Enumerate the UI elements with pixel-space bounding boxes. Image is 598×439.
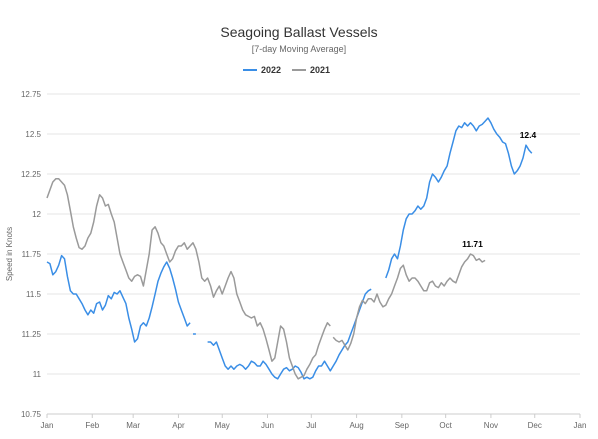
x-tick-label: Mar <box>126 421 140 430</box>
y-axis-title: Speed in Knots <box>5 227 14 281</box>
y-axis: 10.75 11 11.25 11.5 11.75 12 12.25 12.5 12.75 <box>21 90 42 419</box>
y-tick-label: 12 <box>32 210 41 219</box>
legend-item-2021[interactable]: 2021 <box>292 65 330 75</box>
legend-label-2022: 2022 <box>261 65 281 75</box>
x-tick-label: Jan <box>574 421 587 430</box>
legend: 2022 2021 <box>243 65 330 75</box>
data-labels: 12.4 11.71 <box>462 130 536 249</box>
legend-item-2022[interactable]: 2022 <box>243 65 281 75</box>
x-tick-label: Apr <box>172 421 185 430</box>
y-tick-label: 11.5 <box>26 290 42 299</box>
x-tick-label: Sep <box>395 421 410 430</box>
x-tick-label: Oct <box>439 421 452 430</box>
data-label-2021: 11.71 <box>462 239 483 249</box>
x-tick-label: Nov <box>484 421 498 430</box>
series-line-2022 <box>207 288 372 380</box>
x-axis: Jan Feb Mar Apr May Jun Jul Aug Sep Oct Nov Dec Jan <box>41 414 587 430</box>
data-label-2022: 12.4 <box>520 130 537 140</box>
x-tick-label: Jul <box>306 421 316 430</box>
x-tick-label: Aug <box>349 421 363 430</box>
legend-label-2021: 2021 <box>310 65 330 75</box>
y-tick-label: 12.75 <box>21 90 42 99</box>
y-tick-label: 11 <box>33 370 42 379</box>
x-tick-label: Feb <box>85 421 99 430</box>
x-tick-label: May <box>215 421 230 430</box>
y-tick-label: 12.25 <box>21 170 42 179</box>
x-tick-label: Dec <box>528 421 542 430</box>
y-tick-label: 11.75 <box>22 250 42 259</box>
y-tick-label: 10.75 <box>21 410 42 419</box>
series-line-2021 <box>332 253 486 351</box>
series-line-2022 <box>385 117 533 279</box>
chart-title: Seagoing Ballast Vessels <box>220 24 377 40</box>
x-tick-label: Jun <box>261 421 274 430</box>
series-line-2021 <box>46 178 331 380</box>
x-tick-label: Jan <box>41 421 54 430</box>
grid-lines <box>47 93 580 415</box>
chart-subtitle: [7-day Moving Average] <box>252 44 346 54</box>
y-tick-label: 11.25 <box>22 330 42 339</box>
y-tick-label: 12.5 <box>25 130 41 139</box>
series-line-2022 <box>46 254 191 343</box>
plot-area <box>46 117 533 380</box>
